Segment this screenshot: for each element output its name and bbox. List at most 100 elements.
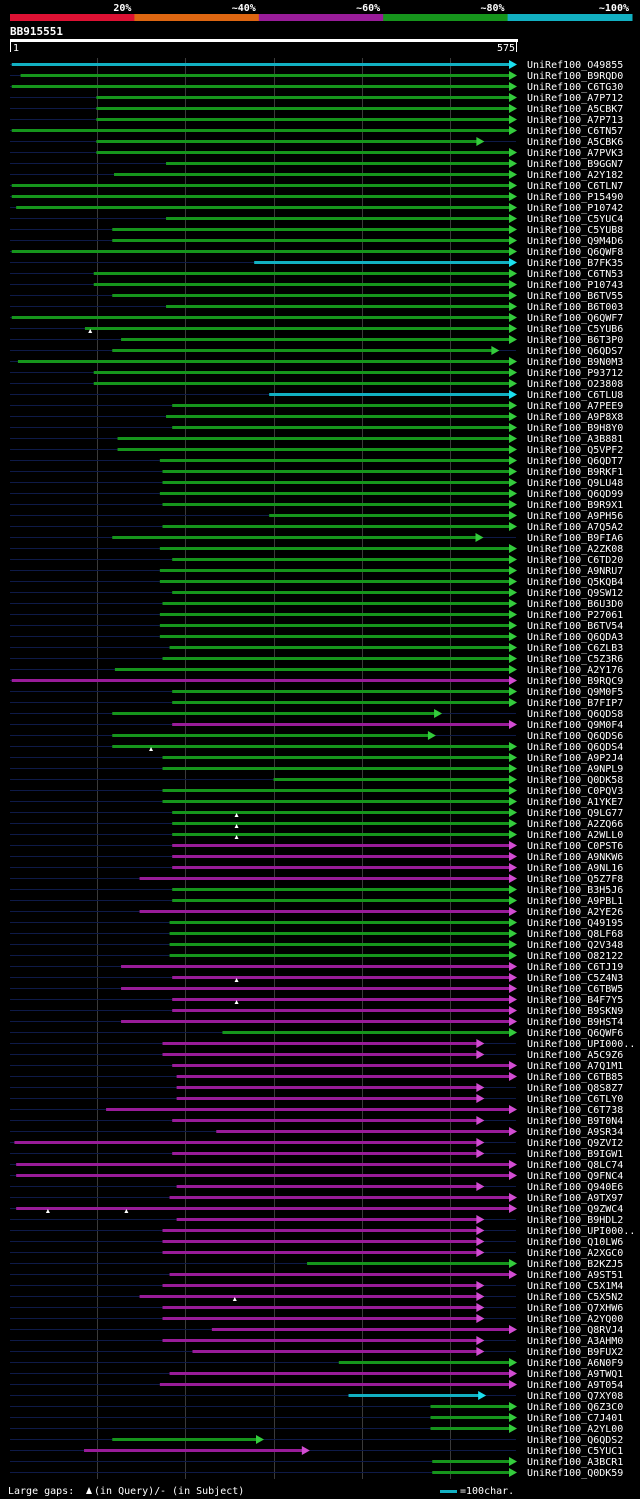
hit-row[interactable]: UniRef100_A7P713 <box>10 115 623 126</box>
hit-name[interactable]: UniRef100_Q940E6 <box>527 1182 623 1193</box>
hit-name[interactable]: UniRef100_P10742 <box>527 203 623 214</box>
hit-row[interactable]: UniRef100_C5X1M4 <box>10 1281 623 1292</box>
hit-bar[interactable] <box>16 206 510 209</box>
hit-name[interactable]: UniRef100_A1YKE7 <box>527 797 623 808</box>
hit-name[interactable]: UniRef100_A9NKW6 <box>527 852 623 863</box>
hit-row[interactable]: UniRef100_Q0DK58 <box>10 775 623 786</box>
hit-bar[interactable] <box>172 888 510 891</box>
hit-name[interactable]: UniRef100_Q6QDS2 <box>527 1435 623 1446</box>
hit-bar[interactable] <box>172 976 510 979</box>
hit-name[interactable]: UniRef100_B9R9X1 <box>527 500 623 511</box>
hit-row[interactable]: UniRef100_A7PEE9 <box>10 401 623 412</box>
hit-name[interactable]: UniRef100_Q49195 <box>527 918 623 929</box>
hit-name[interactable]: UniRef100_Q5Z7F8 <box>527 874 623 885</box>
hit-bar[interactable] <box>96 151 510 154</box>
hit-bar[interactable] <box>162 1240 478 1243</box>
hit-row[interactable]: UniRef100_A3B881 <box>10 434 623 445</box>
hit-bar[interactable] <box>169 1196 510 1199</box>
hit-name[interactable]: UniRef100_UPI000.. <box>527 1226 635 1237</box>
hit-name[interactable]: UniRef100_Q8S8Z7 <box>527 1083 623 1094</box>
hit-name[interactable]: UniRef100_A7P712 <box>527 93 623 104</box>
hit-bar[interactable] <box>162 1306 478 1309</box>
hit-name[interactable]: UniRef100_B7FIP7 <box>527 698 623 709</box>
hit-bar[interactable] <box>159 569 510 572</box>
hit-name[interactable]: UniRef100_Q9M0F4 <box>527 720 623 731</box>
hit-bar[interactable] <box>269 393 510 396</box>
hit-name[interactable]: UniRef100_A2ZK08 <box>527 544 623 555</box>
hit-bar[interactable] <box>176 1097 478 1100</box>
hit-name[interactable]: UniRef100_C6TN53 <box>527 269 623 280</box>
hit-row[interactable]: UniRef100_A5C9Z6 <box>10 1050 623 1061</box>
hit-row[interactable]: UniRef100_B9RQC9 <box>10 676 623 687</box>
hit-bar[interactable] <box>172 426 510 429</box>
hit-bar[interactable] <box>14 1141 478 1144</box>
hit-name[interactable]: UniRef100_B9SKN9 <box>527 1006 623 1017</box>
hit-name[interactable]: UniRef100_B9RQD0 <box>527 71 623 82</box>
hit-name[interactable]: UniRef100_B9IGW1 <box>527 1149 623 1160</box>
hit-name[interactable]: UniRef100_A5CBK6 <box>527 137 623 148</box>
hit-bar[interactable] <box>162 1042 478 1045</box>
hit-row[interactable]: UniRef100_Q8RVJ4 <box>10 1325 623 1336</box>
hit-bar[interactable] <box>172 1119 478 1122</box>
hit-row[interactable]: UniRef100_UPI000.. <box>10 1226 635 1237</box>
hit-row[interactable]: UniRef100_C5YUC1 <box>10 1446 623 1457</box>
hit-bar[interactable] <box>169 932 510 935</box>
hit-name[interactable]: UniRef100_B3H5J6 <box>527 885 623 896</box>
hit-name[interactable]: UniRef100_A5C9Z6 <box>527 1050 623 1061</box>
hit-bar[interactable] <box>169 921 510 924</box>
hit-row[interactable]: UniRef100_C6ZLB3 <box>10 643 623 654</box>
hit-bar[interactable] <box>159 547 510 550</box>
hit-row[interactable]: UniRef100_B6T003 <box>10 302 623 313</box>
hit-name[interactable]: UniRef100_Q6QDS4 <box>527 742 623 753</box>
hit-bar[interactable] <box>176 1075 511 1078</box>
hit-name[interactable]: UniRef100_C6TLU8 <box>527 390 623 401</box>
hit-row[interactable]: UniRef100_B9RQD0 <box>10 71 623 82</box>
hit-bar[interactable] <box>112 712 436 715</box>
hit-row[interactable]: UniRef100_B4F7Y5 <box>10 995 623 1006</box>
hit-bar[interactable] <box>172 811 510 814</box>
hit-name[interactable]: UniRef100_P93712 <box>527 368 623 379</box>
hit-name[interactable]: UniRef100_B9FIA6 <box>527 533 623 544</box>
hit-bar[interactable] <box>11 85 511 88</box>
hit-bar[interactable] <box>121 987 510 990</box>
hit-name[interactable]: UniRef100_C5YUB6 <box>527 324 623 335</box>
hit-bar[interactable] <box>112 239 510 242</box>
hit-name[interactable]: UniRef100_C6TBW5 <box>527 984 623 995</box>
hit-row[interactable]: UniRef100_Q9ZVI2 <box>10 1138 623 1149</box>
hit-row[interactable]: UniRef100_UPI000.. <box>10 1039 635 1050</box>
hit-name[interactable]: UniRef100_A3BCR1 <box>527 1457 623 1468</box>
hit-name[interactable]: UniRef100_Q2V348 <box>527 940 623 951</box>
hit-bar[interactable] <box>430 1405 510 1408</box>
hit-name[interactable]: UniRef100_C6TN57 <box>527 126 623 137</box>
hit-bar[interactable] <box>169 943 510 946</box>
hit-bar[interactable] <box>96 96 510 99</box>
hit-row[interactable]: UniRef100_A2YL00 <box>10 1424 623 1435</box>
hit-name[interactable]: UniRef100_Q6QDA3 <box>527 632 623 643</box>
hit-name[interactable]: UniRef100_B6U3D0 <box>527 599 623 610</box>
hit-row[interactable]: UniRef100_Q6QWF8 <box>10 247 623 258</box>
hit-name[interactable]: UniRef100_A9TWQ1 <box>527 1369 623 1380</box>
hit-bar[interactable] <box>176 1218 478 1221</box>
hit-bar[interactable] <box>162 1251 478 1254</box>
hit-row[interactable]: UniRef100_Q6QD99 <box>10 489 623 500</box>
hit-name[interactable]: UniRef100_A9P2J4 <box>527 753 623 764</box>
hit-row[interactable]: UniRef100_P93712 <box>10 368 623 379</box>
hit-row[interactable]: UniRef100_A9NKW6 <box>10 852 623 863</box>
hit-bar[interactable] <box>96 118 510 121</box>
hit-bar[interactable] <box>169 1273 510 1276</box>
hit-row[interactable]: UniRef100_A9NL16 <box>10 863 623 874</box>
hit-name[interactable]: UniRef100_Q8LF68 <box>527 929 623 940</box>
hit-row[interactable]: UniRef100_Q0DK59 <box>10 1468 623 1479</box>
hit-name[interactable]: UniRef100_Q9FNC4 <box>527 1171 623 1182</box>
hit-row[interactable]: UniRef100_Q6Z3C0 <box>10 1402 623 1413</box>
hit-bar[interactable] <box>176 1086 478 1089</box>
hit-row[interactable]: UniRef100_Q8LF68 <box>10 929 623 940</box>
hit-name[interactable]: UniRef100_B6TV54 <box>527 621 623 632</box>
hit-bar[interactable] <box>162 1339 478 1342</box>
hit-row[interactable]: UniRef100_A9NPL9 <box>10 764 623 775</box>
hit-bar[interactable] <box>121 338 510 341</box>
hit-row[interactable]: UniRef100_Q5KQB4 <box>10 577 623 588</box>
hit-row[interactable]: UniRef100_C6T738 <box>10 1105 623 1116</box>
hit-bar[interactable] <box>172 1009 510 1012</box>
hit-row[interactable]: UniRef100_A9SR34 <box>10 1127 623 1138</box>
